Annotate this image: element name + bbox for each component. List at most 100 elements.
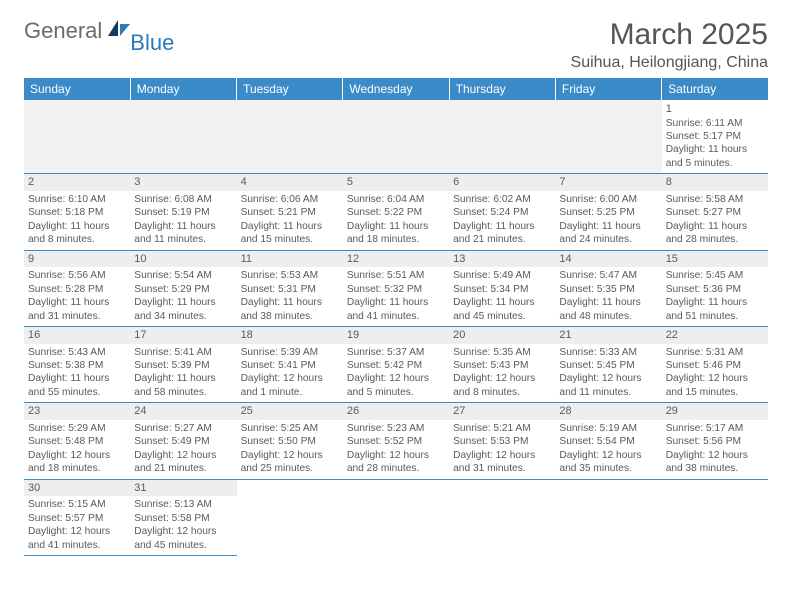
sunrise-text: Sunrise: 6:11 AM xyxy=(666,117,764,130)
sunset-text: Sunset: 5:54 PM xyxy=(559,435,657,448)
daylight-text: Daylight: 11 hours and 41 minutes. xyxy=(347,296,445,323)
day-number: 28 xyxy=(555,403,661,420)
calendar-cell: 23Sunrise: 5:29 AMSunset: 5:48 PMDayligh… xyxy=(24,403,130,479)
daylight-text: Daylight: 11 hours and 58 minutes. xyxy=(134,372,232,399)
month-title: March 2025 xyxy=(571,18,768,52)
calendar-cell: 15Sunrise: 5:45 AMSunset: 5:36 PMDayligh… xyxy=(662,250,768,326)
sunset-text: Sunset: 5:39 PM xyxy=(134,359,232,372)
calendar-cell: 20 Sunrise: 5:35 AMSunset: 5:43 PMDayligh… xyxy=(449,326,555,402)
sunset-text: Sunset: 5:19 PM xyxy=(134,206,232,219)
day-number: 20 xyxy=(449,327,555,344)
sunrise-text: Sunrise: 5:49 AM xyxy=(453,269,551,282)
sunset-text: Sunset: 5:25 PM xyxy=(559,206,657,219)
sunset-text: Sunset: 5:22 PM xyxy=(347,206,445,219)
daylight-text: Daylight: 11 hours and 11 minutes. xyxy=(134,220,232,247)
calendar-cell: 26Sunrise: 5:23 AMSunset: 5:52 PMDayligh… xyxy=(343,403,449,479)
sunset-text: Sunset: 5:58 PM xyxy=(134,512,232,525)
weekday-header: Sunday xyxy=(24,78,130,100)
calendar-row: 1Sunrise: 6:11 AMSunset: 5:17 PMDaylight… xyxy=(24,100,768,174)
calendar-cell: 3 Sunrise: 6:08 AMSunset: 5:19 PMDaylight… xyxy=(130,174,236,250)
logo: General Blue xyxy=(24,18,178,44)
daylight-text: Daylight: 12 hours and 21 minutes. xyxy=(134,449,232,476)
sunrise-text: Sunrise: 6:06 AM xyxy=(241,193,339,206)
sunset-text: Sunset: 5:24 PM xyxy=(453,206,551,219)
sunrise-text: Sunrise: 5:31 AM xyxy=(666,346,764,359)
day-number: 8 xyxy=(662,174,768,191)
calendar-cell: 11Sunrise: 5:53 AMSunset: 5:31 PMDayligh… xyxy=(237,250,343,326)
calendar-cell xyxy=(237,479,343,555)
calendar-cell: 9Sunrise: 5:56 AMSunset: 5:28 PMDaylight… xyxy=(24,250,130,326)
daylight-text: Daylight: 12 hours and 38 minutes. xyxy=(666,449,764,476)
day-number: 4 xyxy=(237,174,343,191)
calendar-row: 2Sunrise: 6:10 AMSunset: 5:18 PMDaylight… xyxy=(24,174,768,250)
calendar-cell: 6Sunrise: 6:02 AMSunset: 5:24 PMDaylight… xyxy=(449,174,555,250)
daylight-text: Daylight: 12 hours and 1 minute. xyxy=(241,372,339,399)
day-number: 19 xyxy=(343,327,449,344)
calendar-cell xyxy=(555,100,661,174)
sunrise-text: Sunrise: 5:37 AM xyxy=(347,346,445,359)
sunset-text: Sunset: 5:48 PM xyxy=(28,435,126,448)
daylight-text: Daylight: 12 hours and 8 minutes. xyxy=(453,372,551,399)
day-number: 6 xyxy=(449,174,555,191)
daylight-text: Daylight: 11 hours and 34 minutes. xyxy=(134,296,232,323)
sunset-text: Sunset: 5:57 PM xyxy=(28,512,126,525)
sunset-text: Sunset: 5:42 PM xyxy=(347,359,445,372)
title-block: March 2025 Suihua, Heilongjiang, China xyxy=(571,18,768,72)
sunset-text: Sunset: 5:28 PM xyxy=(28,283,126,296)
daylight-text: Daylight: 12 hours and 25 minutes. xyxy=(241,449,339,476)
calendar-cell: 24Sunrise: 5:27 AMSunset: 5:49 PMDayligh… xyxy=(130,403,236,479)
day-number: 12 xyxy=(343,251,449,268)
daylight-text: Daylight: 11 hours and 8 minutes. xyxy=(28,220,126,247)
calendar-cell: 27Sunrise: 5:21 AMSunset: 5:53 PMDayligh… xyxy=(449,403,555,479)
calendar-cell: 12Sunrise: 5:51 AMSunset: 5:32 PMDayligh… xyxy=(343,250,449,326)
sunset-text: Sunset: 5:36 PM xyxy=(666,283,764,296)
sunset-text: Sunset: 5:41 PM xyxy=(241,359,339,372)
day-number: 25 xyxy=(237,403,343,420)
weekday-header: Friday xyxy=(555,78,661,100)
calendar-cell xyxy=(237,100,343,174)
weekday-header: Thursday xyxy=(449,78,555,100)
calendar-cell xyxy=(343,479,449,555)
calendar-cell: 31Sunrise: 5:13 AMSunset: 5:58 PMDayligh… xyxy=(130,479,236,555)
calendar-cell: 16Sunrise: 5:43 AMSunset: 5:38 PMDayligh… xyxy=(24,326,130,402)
weekday-header: Saturday xyxy=(662,78,768,100)
sunrise-text: Sunrise: 5:23 AM xyxy=(347,422,445,435)
sunrise-text: Sunrise: 5:41 AM xyxy=(134,346,232,359)
calendar-body: 1Sunrise: 6:11 AMSunset: 5:17 PMDaylight… xyxy=(24,100,768,555)
day-number: 3 xyxy=(130,174,236,191)
sunset-text: Sunset: 5:46 PM xyxy=(666,359,764,372)
day-number: 15 xyxy=(662,251,768,268)
sunset-text: Sunset: 5:45 PM xyxy=(559,359,657,372)
calendar-cell: 29Sunrise: 5:17 AMSunset: 5:56 PMDayligh… xyxy=(662,403,768,479)
calendar-cell: 17 Sunrise: 5:41 AMSunset: 5:39 PMDayligh… xyxy=(130,326,236,402)
sunrise-text: Sunrise: 5:25 AM xyxy=(241,422,339,435)
calendar-cell: 28Sunrise: 5:19 AMSunset: 5:54 PMDayligh… xyxy=(555,403,661,479)
sunrise-text: Sunrise: 5:35 AM xyxy=(453,346,551,359)
sunset-text: Sunset: 5:18 PM xyxy=(28,206,126,219)
daylight-text: Daylight: 12 hours and 41 minutes. xyxy=(28,525,126,552)
calendar-cell xyxy=(343,100,449,174)
daylight-text: Daylight: 11 hours and 28 minutes. xyxy=(666,220,764,247)
day-number: 17 xyxy=(130,327,236,344)
day-number: 18 xyxy=(237,327,343,344)
day-number: 21 xyxy=(555,327,661,344)
day-number: 5 xyxy=(343,174,449,191)
sunrise-text: Sunrise: 5:13 AM xyxy=(134,498,232,511)
sunrise-text: Sunrise: 6:08 AM xyxy=(134,193,232,206)
day-number: 29 xyxy=(662,403,768,420)
sunset-text: Sunset: 5:43 PM xyxy=(453,359,551,372)
daylight-text: Daylight: 11 hours and 48 minutes. xyxy=(559,296,657,323)
sunrise-text: Sunrise: 5:43 AM xyxy=(28,346,126,359)
sunset-text: Sunset: 5:21 PM xyxy=(241,206,339,219)
daylight-text: Daylight: 12 hours and 18 minutes. xyxy=(28,449,126,476)
daylight-text: Daylight: 12 hours and 31 minutes. xyxy=(453,449,551,476)
daylight-text: Daylight: 11 hours and 38 minutes. xyxy=(241,296,339,323)
sunset-text: Sunset: 5:17 PM xyxy=(666,130,764,143)
daylight-text: Daylight: 11 hours and 15 minutes. xyxy=(241,220,339,247)
calendar-cell: 5Sunrise: 6:04 AMSunset: 5:22 PMDaylight… xyxy=(343,174,449,250)
daylight-text: Daylight: 12 hours and 15 minutes. xyxy=(666,372,764,399)
day-number: 2 xyxy=(24,174,130,191)
sunset-text: Sunset: 5:34 PM xyxy=(453,283,551,296)
day-number: 7 xyxy=(555,174,661,191)
daylight-text: Daylight: 11 hours and 24 minutes. xyxy=(559,220,657,247)
